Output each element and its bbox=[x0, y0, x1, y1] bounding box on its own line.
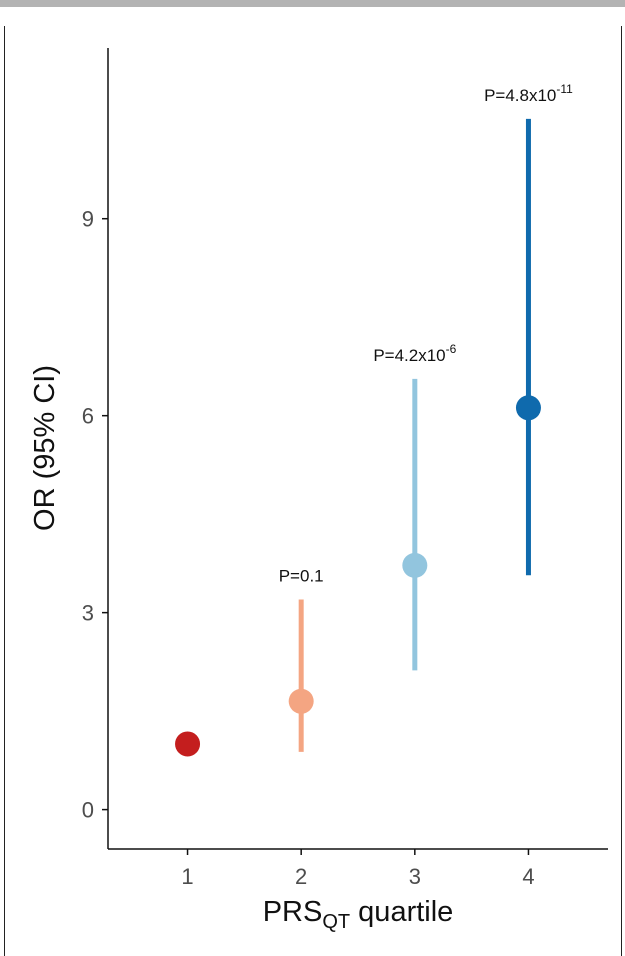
axes bbox=[107, 48, 608, 850]
or-point-q2 bbox=[288, 688, 314, 714]
data-marks bbox=[175, 118, 541, 757]
x-tick-label: 3 bbox=[409, 864, 421, 889]
y-tick-label: 3 bbox=[82, 601, 94, 626]
x-axis-title-main: PRS bbox=[263, 896, 323, 928]
or-point-q1 bbox=[175, 731, 201, 757]
x-axis-title-rest: quartile bbox=[350, 896, 453, 928]
p-value-exponent: -6 bbox=[446, 342, 457, 356]
p-value-base: P=4.8x10 bbox=[484, 86, 556, 105]
x-tick-label: 4 bbox=[522, 864, 534, 889]
x-axis-title: PRSQT quartile bbox=[263, 896, 454, 933]
or-point-q3 bbox=[402, 552, 428, 578]
y-tick-label: 9 bbox=[82, 207, 94, 232]
figure-frame bbox=[4, 26, 622, 956]
x-axis-title-subscript: QT bbox=[322, 911, 350, 933]
p-value-base: P=0.1 bbox=[279, 567, 324, 586]
p-value-base: P=4.2x10 bbox=[373, 346, 445, 365]
x-tick-label: 2 bbox=[295, 864, 307, 889]
p-value-exponent: -11 bbox=[556, 82, 573, 96]
p-value-label: P=4.8x10-11 bbox=[484, 82, 573, 105]
x-tick-label: 1 bbox=[181, 864, 193, 889]
annotation-group: P=0.1 P=4.2x10-6 P=4.8x10-11 bbox=[279, 82, 573, 586]
or-point-q4 bbox=[515, 395, 541, 421]
y-tick-label: 6 bbox=[82, 404, 94, 429]
y-axis-title: OR (95% CI) bbox=[29, 365, 61, 531]
y-tick-label: 0 bbox=[82, 798, 94, 823]
p-value-label: P=4.2x10-6 bbox=[373, 342, 456, 365]
top-rule bbox=[0, 0, 625, 7]
p-value-label: P=0.1 bbox=[279, 567, 324, 586]
